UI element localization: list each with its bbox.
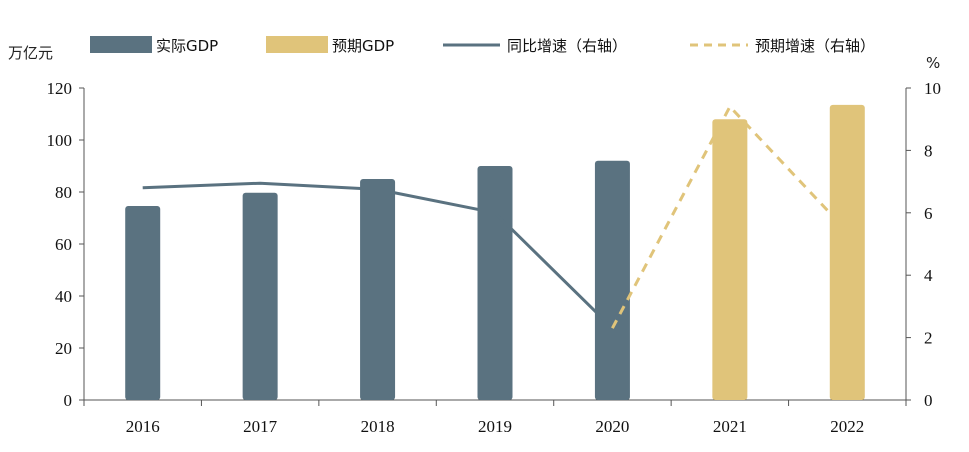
legend-swatch-expected-gdp [266, 36, 328, 53]
x-axis-ticks: 2016 2017 2018 2019 2020 2021 2022 [83, 400, 907, 436]
x-tick-label: 2016 [126, 417, 160, 436]
legend: 实际GDP 预期GDP 同比增速（右轴） 预期增速（右轴） [90, 36, 875, 55]
right-tick-label: 4 [924, 266, 933, 285]
right-tick-label: 10 [924, 79, 941, 98]
x-tick-label: 2017 [243, 417, 278, 436]
left-tick-label: 100 [47, 131, 73, 150]
bar-2022 [829, 104, 865, 401]
right-tick-label: 0 [924, 391, 933, 410]
x-tick-label: 2019 [478, 417, 512, 436]
left-tick-label: 120 [47, 79, 73, 98]
bar-2018 [360, 179, 396, 400]
right-axis-unit: % [926, 54, 940, 72]
bar-2021 [712, 119, 748, 400]
legend-label-expected-growth: 预期增速（右轴） [755, 37, 875, 55]
bar-2019 [477, 166, 513, 400]
right-axis-ticks: 0 2 4 6 8 10 [906, 79, 941, 410]
x-tick-label: 2018 [361, 417, 395, 436]
yoy-growth-line [142, 181, 614, 330]
right-tick-label: 6 [924, 204, 933, 223]
left-axis-unit: 万亿元 [8, 44, 53, 62]
legend-label-actual-gdp: 实际GDP [156, 37, 218, 55]
left-tick-label: 40 [55, 287, 72, 306]
left-tick-label: 20 [55, 339, 72, 358]
x-tick-label: 2020 [595, 417, 629, 436]
x-tick-label: 2022 [830, 417, 864, 436]
left-axis-ticks: 0 20 40 60 80 100 120 [47, 79, 84, 410]
bars [125, 104, 865, 401]
legend-label-expected-gdp: 预期GDP [332, 37, 394, 55]
legend-label-yoy-growth: 同比增速（右轴） [507, 37, 627, 55]
bar-2017 [242, 192, 278, 400]
expected-growth-line [611, 105, 849, 329]
right-tick-label: 8 [924, 141, 933, 160]
legend-swatch-actual-gdp [90, 36, 152, 53]
left-tick-label: 60 [55, 235, 72, 254]
x-tick-label: 2021 [713, 417, 747, 436]
left-tick-label: 80 [55, 183, 72, 202]
left-tick-label: 0 [64, 391, 73, 410]
bar-2016 [125, 206, 161, 400]
right-tick-label: 2 [924, 329, 933, 348]
bar-2020 [594, 160, 630, 400]
growth-lines [142, 105, 849, 330]
